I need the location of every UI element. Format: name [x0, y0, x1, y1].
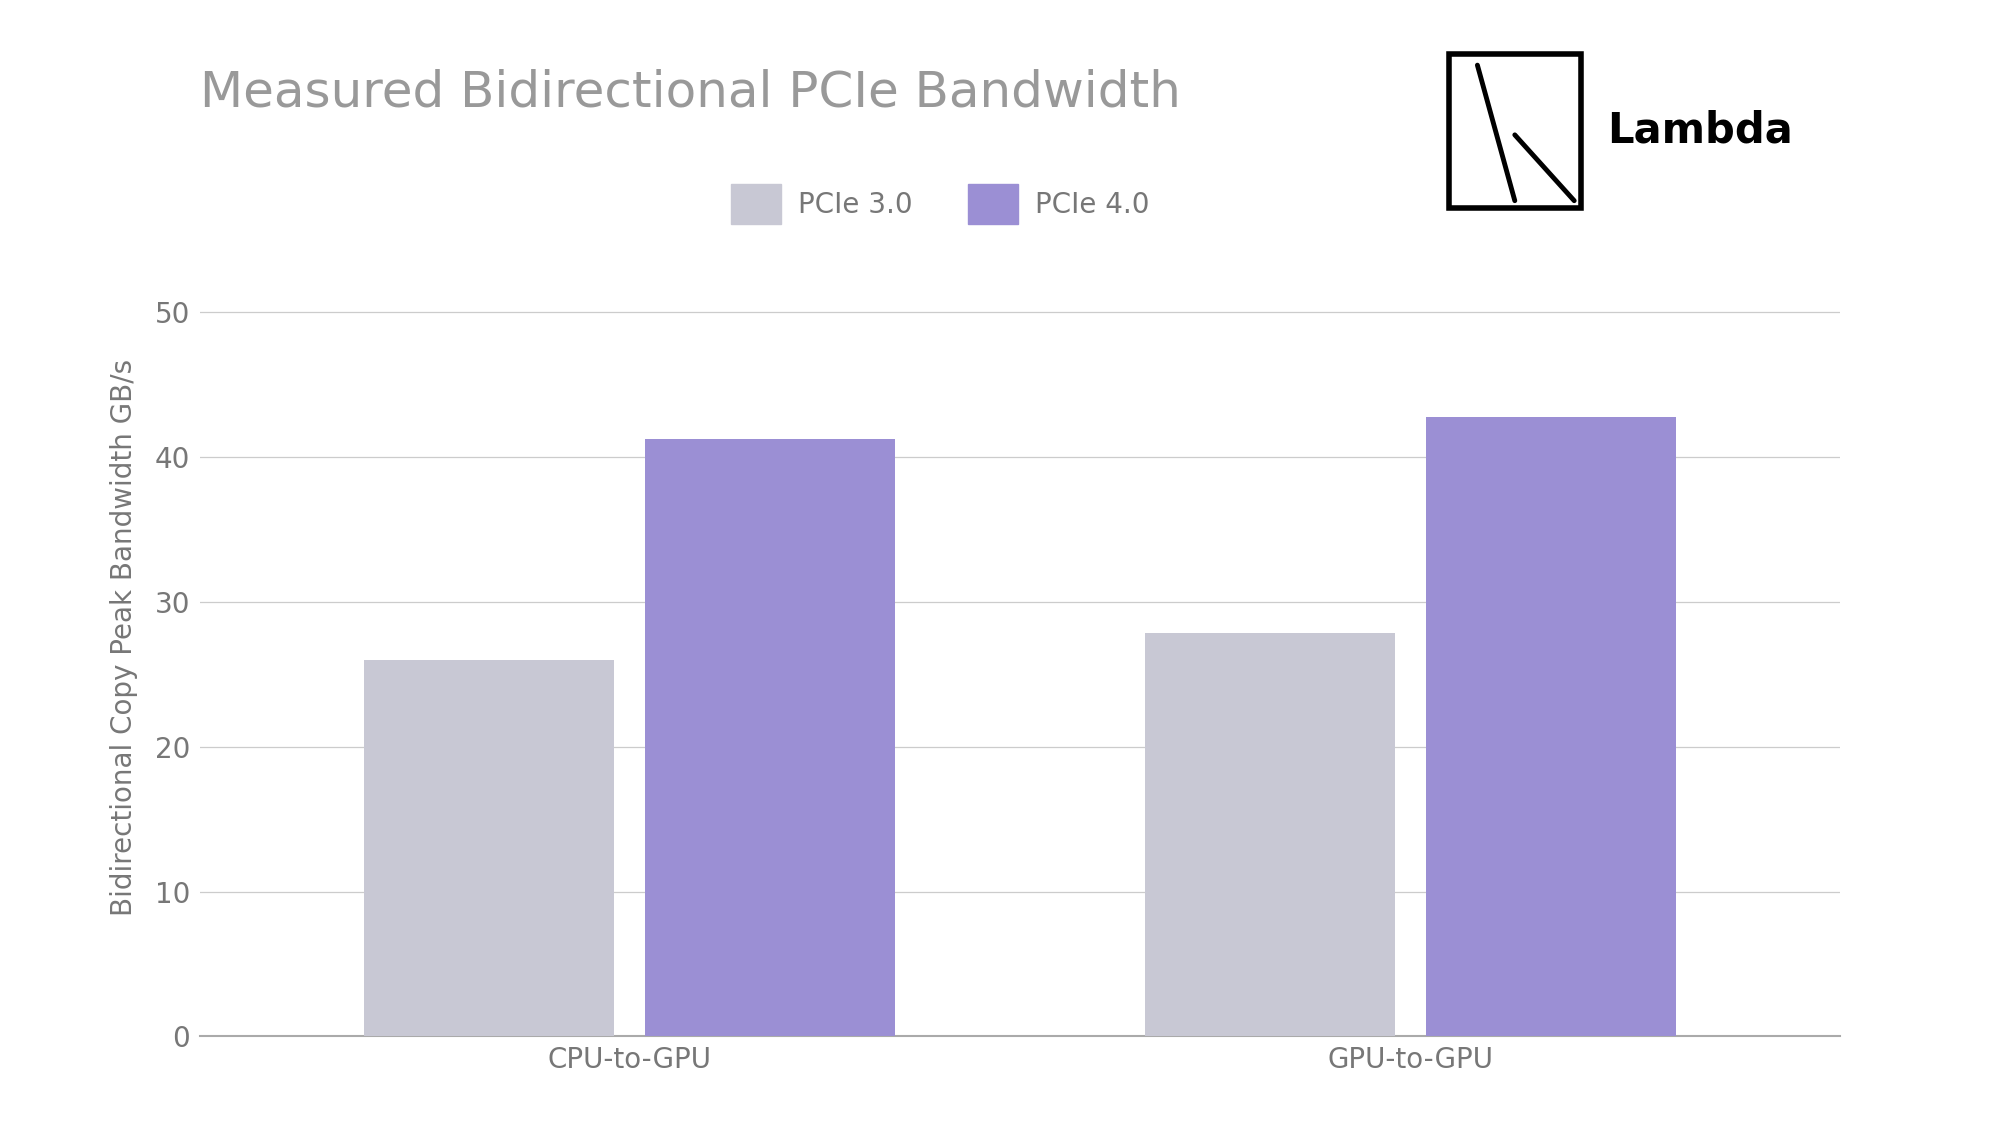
Text: Lambda: Lambda [1608, 110, 1792, 151]
Legend: PCIe 3.0, PCIe 4.0: PCIe 3.0, PCIe 4.0 [720, 173, 1160, 235]
Bar [364, 659, 614, 1036]
Text: Measured Bidirectional PCIe Bandwidth: Measured Bidirectional PCIe Bandwidth [200, 68, 1180, 116]
Y-axis label: Bidirectional Copy Peak Bandwidth GB/s: Bidirectional Copy Peak Bandwidth GB/s [110, 359, 138, 917]
Bar [1426, 418, 1676, 1036]
FancyBboxPatch shape [1448, 54, 1580, 208]
Bar [646, 440, 896, 1036]
Bar [1144, 633, 1394, 1036]
